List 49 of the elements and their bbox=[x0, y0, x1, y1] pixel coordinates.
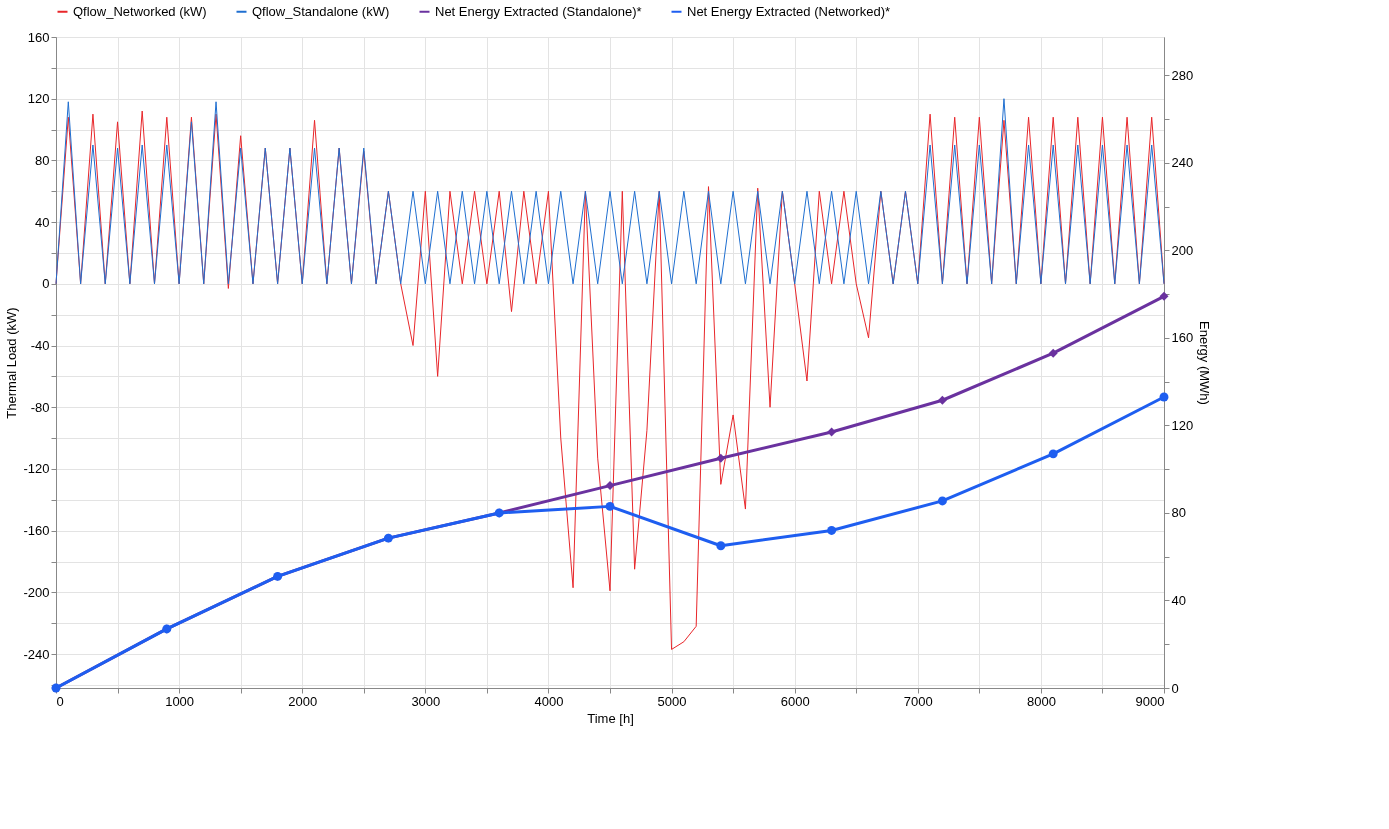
y2-tick-label: 160 bbox=[1171, 330, 1194, 346]
y2-tick-label: 120 bbox=[1171, 417, 1194, 433]
point bbox=[1159, 392, 1169, 402]
y2-tick-label: 200 bbox=[1171, 242, 1194, 258]
y2-tick-label: 0 bbox=[1171, 680, 1179, 696]
y2-tick-label: 80 bbox=[1171, 505, 1186, 521]
y-tick-label: 0 bbox=[42, 276, 50, 292]
x-tick-label: 6000 bbox=[780, 693, 810, 709]
point bbox=[827, 525, 837, 535]
y-tick-label: 160 bbox=[27, 29, 50, 45]
legend-label: Net Energy Extracted (Standalone)* bbox=[435, 3, 642, 19]
point bbox=[1048, 348, 1058, 358]
point bbox=[605, 501, 615, 511]
y-tick-label: -40 bbox=[30, 338, 50, 354]
point bbox=[937, 496, 947, 506]
point bbox=[1048, 449, 1058, 459]
point bbox=[716, 453, 726, 463]
x-tick-label: 0 bbox=[56, 693, 64, 709]
y-tick-label: -240 bbox=[23, 646, 50, 662]
point bbox=[716, 541, 726, 551]
y-tick-label: 40 bbox=[35, 214, 50, 230]
x-tick-label: 7000 bbox=[903, 693, 933, 709]
y2-tick-label: 40 bbox=[1171, 592, 1186, 608]
legend-label: Qflow_Standalone (kW) bbox=[252, 3, 390, 19]
y-tick-label: 120 bbox=[27, 91, 50, 107]
y-tick-label: -200 bbox=[23, 584, 50, 600]
y-tick-label: -80 bbox=[30, 399, 50, 415]
y-tick-label: 80 bbox=[35, 152, 50, 168]
point bbox=[1159, 291, 1169, 301]
x-axis-title: Time [h] bbox=[587, 710, 634, 726]
point bbox=[827, 427, 837, 437]
y2-tick-label: 240 bbox=[1171, 155, 1194, 171]
x-tick-label: 1000 bbox=[165, 693, 195, 709]
point bbox=[605, 481, 615, 491]
x-tick-label: 5000 bbox=[657, 693, 687, 709]
x-tick-label: 8000 bbox=[1026, 693, 1056, 709]
x-tick-label: 3000 bbox=[411, 693, 441, 709]
x-tick-label: 2000 bbox=[288, 693, 318, 709]
y2-axis-title: Energy (MWh) bbox=[1197, 321, 1213, 405]
point bbox=[937, 395, 947, 405]
x-tick-label: 9000 bbox=[1135, 693, 1165, 709]
x-tick-label: 4000 bbox=[534, 693, 564, 709]
y-tick-label: -160 bbox=[23, 523, 50, 539]
line-series bbox=[55, 98, 1165, 285]
y-axis-title: Thermal Load (kW) bbox=[4, 307, 20, 419]
y-tick-label: -120 bbox=[23, 461, 50, 477]
legend-label: Qflow_Networked (kW) bbox=[73, 3, 207, 19]
legend-label: Net Energy Extracted (Networked)* bbox=[687, 3, 891, 19]
y2-tick-label: 280 bbox=[1171, 67, 1194, 83]
